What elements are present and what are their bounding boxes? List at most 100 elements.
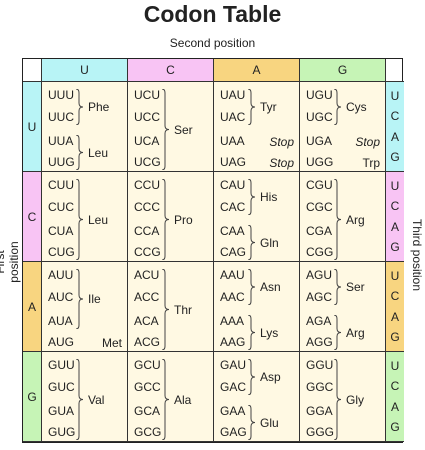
codon: CUA	[48, 224, 74, 238]
codon: CUC	[48, 200, 74, 214]
codon-block-ac: ACU ACC ACA ACG Thr	[128, 262, 214, 352]
codon: UGA	[306, 134, 333, 148]
codon-block-cc: CCU CCC CCA CCG Pro	[128, 172, 214, 262]
amino-acid-label: Asp	[260, 370, 281, 384]
codon: GCA	[134, 404, 161, 418]
codon: UUU	[48, 88, 74, 102]
codon: CGC	[306, 200, 333, 214]
codon: AGU	[306, 268, 333, 282]
amino-acid-label: Glu	[260, 415, 279, 430]
third-position-label: Third position	[410, 218, 424, 292]
codon: GUC	[48, 380, 75, 394]
curly-brace-icon	[333, 359, 342, 440]
third-base-letter: U	[390, 269, 400, 284]
codon: AAU	[220, 268, 245, 282]
curly-brace-icon	[75, 135, 84, 170]
third-base-letter: A	[390, 399, 399, 414]
codon: UAA	[220, 134, 245, 148]
codon-grid: U C A G U UUU UUC UUA UUG Phe Leu UCU UCC UCA UCG Ser UA…	[22, 58, 404, 443]
amino-acid-label: Phe	[88, 100, 110, 114]
codon: GGU	[306, 358, 334, 372]
codon: CAC	[220, 200, 246, 214]
second-base-header-c: C	[128, 59, 214, 82]
amino-acid-label: Cys	[346, 100, 367, 114]
third-base-letter: A	[390, 129, 399, 144]
codon-block-ga: GAU GAC GAA GAG Asp Glu	[214, 352, 300, 442]
codon: ACA	[134, 314, 159, 328]
amino-acid-label: Leu	[88, 212, 109, 227]
codon: UGG	[306, 155, 334, 169]
first-position-label: First position	[0, 241, 21, 283]
curly-brace-icon	[161, 179, 170, 260]
codon: AUU	[48, 268, 74, 282]
codon-block-uu: UUU UUC UUA UUG Phe Leu	[42, 82, 128, 172]
curly-brace-icon	[161, 269, 170, 350]
codon: ACU	[134, 268, 160, 282]
amino-acid-label: Val	[88, 392, 105, 407]
codon: AUC	[48, 290, 74, 304]
corner-cell	[386, 59, 404, 82]
codon: AUA	[48, 314, 73, 328]
codon: UUG	[48, 155, 75, 169]
first-base-a: A	[23, 262, 42, 352]
codon: ACG	[134, 335, 161, 349]
third-base-letter: C	[390, 379, 400, 394]
codon: GUU	[48, 358, 75, 372]
codon: UCG	[134, 155, 161, 169]
codon: AUG	[48, 335, 75, 349]
amino-acid-label: Stop	[269, 156, 294, 170]
codon: CGA	[306, 224, 333, 238]
amino-acid-label: His	[260, 190, 278, 204]
curly-brace-icon	[247, 89, 256, 125]
second-base-header-g: G	[300, 59, 386, 82]
third-base-letter: C	[390, 109, 400, 124]
codon: CGG	[306, 245, 334, 259]
amino-acid-label: Arg	[346, 212, 365, 227]
amino-acid-label: Gly	[346, 392, 364, 407]
curly-brace-icon	[247, 225, 256, 260]
amino-acid-label: Leu	[88, 145, 109, 160]
second-base-header-a: A	[214, 59, 300, 82]
codon: GAU	[220, 358, 247, 372]
third-base-letter: G	[390, 419, 400, 434]
codon: CAU	[220, 178, 246, 192]
amino-acid-label: Stop	[269, 135, 294, 149]
third-base-letter: A	[390, 219, 399, 234]
codon: UAG	[220, 155, 247, 169]
amino-acid-label: Met	[101, 336, 122, 350]
second-base-header-u: U	[42, 59, 128, 82]
codon: AAG	[220, 335, 246, 349]
codon-block-gu: GUU GUC GUA GUG Val	[42, 352, 128, 442]
third-base-letter: U	[390, 89, 400, 104]
curly-brace-icon	[333, 269, 342, 305]
amino-acid-label: Thr	[174, 302, 192, 317]
codon-block-uc: UCU UCC UCA UCG Ser	[128, 82, 214, 172]
curly-brace-icon	[333, 89, 342, 125]
amino-acid-label: Asn	[260, 280, 281, 294]
curly-brace-icon	[75, 89, 84, 125]
codon-block-cu: CUU CUC CUA CUG Leu	[42, 172, 128, 262]
first-base-g: G	[23, 352, 42, 442]
codon: GGA	[306, 404, 333, 418]
codon: CUU	[48, 178, 74, 192]
codon: UUA	[48, 134, 74, 148]
curly-brace-icon	[247, 405, 256, 440]
curly-brace-icon	[247, 179, 256, 215]
codon-block-gg: GGU GGC GGA GGG Gly	[300, 352, 386, 442]
amino-acid-label: Pro	[174, 212, 193, 227]
codon: GCG	[134, 425, 162, 439]
amino-acid-label: Arg	[346, 325, 365, 340]
corner-cell	[23, 59, 42, 82]
codon: GAA	[220, 404, 246, 418]
curly-brace-icon	[247, 359, 256, 395]
codon: UAC	[220, 110, 246, 124]
codon: UCU	[134, 88, 160, 102]
codon: AAA	[220, 314, 245, 328]
amino-acid-label: Gln	[260, 235, 279, 250]
codon: UGU	[306, 88, 333, 102]
codon: CGU	[306, 178, 333, 192]
curly-brace-icon	[75, 359, 84, 440]
